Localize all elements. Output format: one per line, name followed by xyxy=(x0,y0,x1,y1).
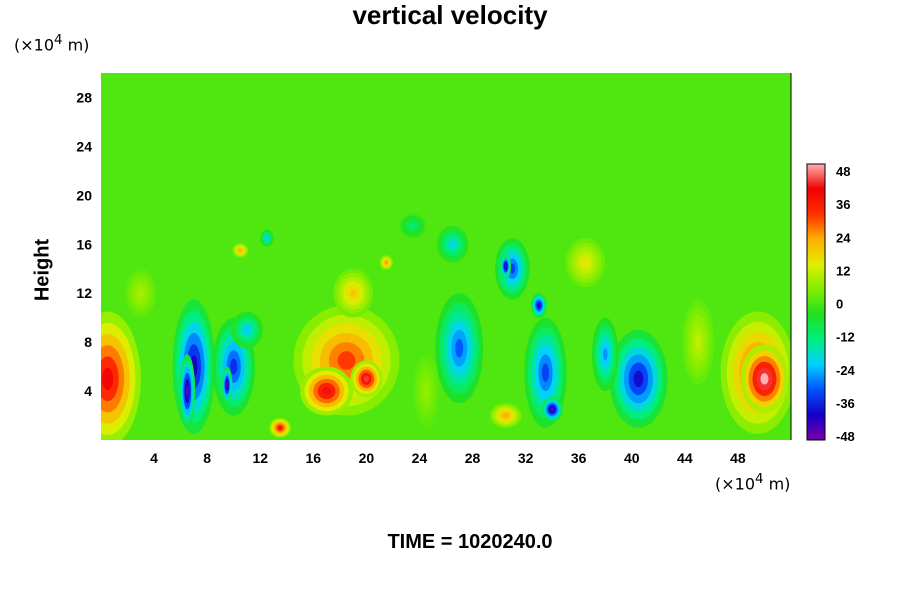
colorbar-tick-label: 48 xyxy=(836,164,850,179)
x-tick-label: 12 xyxy=(252,450,268,466)
x-tick-label: 20 xyxy=(359,450,375,466)
velocity-cell-21-level-5 xyxy=(582,258,589,267)
colorbar-tick-label: 24 xyxy=(836,230,851,245)
velocity-cell-27-level-5 xyxy=(239,249,242,252)
velocity-cell-6-level-5 xyxy=(337,351,356,370)
x-tick-label: 44 xyxy=(677,450,693,466)
velocity-cell-25-level-5 xyxy=(423,384,429,398)
velocity-cell-12-level-5 xyxy=(449,241,456,248)
colorbar-tick-label: 12 xyxy=(836,263,850,278)
x-axis-unit-exponent: 4 xyxy=(755,472,764,487)
velocity-cell-17-level-5 xyxy=(537,303,541,308)
colorbar-tick-label: -24 xyxy=(836,363,856,378)
x-tick-label: 24 xyxy=(412,450,428,466)
velocity-cell-29-level-5 xyxy=(265,236,268,240)
velocity-field xyxy=(101,73,791,440)
x-axis-unit: (×104 m) xyxy=(715,472,791,494)
y-tick-label: 12 xyxy=(76,285,92,301)
velocity-cell-23-level-5 xyxy=(760,373,769,385)
time-label: TIME = 1020240.0 xyxy=(387,531,553,553)
x-tick-labels: 4 8 12 16 20 24 28 32 36 40 44 48 xyxy=(150,450,746,466)
colorbar-tick-label: 36 xyxy=(836,197,850,212)
y-tick-label: 4 xyxy=(84,383,92,399)
velocity-cell-2-level-5 xyxy=(185,384,189,398)
velocity-cell-19-level-5 xyxy=(603,348,608,361)
velocity-cell-5-level-5 xyxy=(244,326,250,333)
velocity-cell-0-level-5 xyxy=(102,367,114,391)
x-tick-label: 32 xyxy=(518,450,534,466)
x-tick-label: 4 xyxy=(150,450,158,466)
colorbar-tick-labels: 48 36 24 12 0 -12 -24 -36 -48 xyxy=(836,164,856,444)
velocity-cell-9-level-5 xyxy=(363,375,370,382)
y-axis-unit: (×104 m) xyxy=(14,33,90,55)
x-tick-label: 28 xyxy=(465,450,481,466)
colorbar-tick-label: -12 xyxy=(836,330,855,345)
velocity-cell-14-level-5 xyxy=(504,264,507,269)
x-tick-label: 16 xyxy=(306,450,322,466)
x-tick-label: 8 xyxy=(203,450,211,466)
colorbar-tick-label: 0 xyxy=(836,297,843,312)
velocity-cell-16-level-5 xyxy=(550,407,554,412)
x-tick-label: 40 xyxy=(624,450,640,466)
y-tick-labels: 4 8 12 16 20 24 28 xyxy=(76,89,92,399)
velocity-cell-18-level-5 xyxy=(633,370,644,387)
colorbar xyxy=(806,163,826,441)
y-tick-label: 8 xyxy=(84,334,92,350)
velocity-cell-11-level-5 xyxy=(455,339,464,358)
velocity-cell-24-level-5 xyxy=(695,334,701,350)
velocity-cell-3-level-5 xyxy=(230,358,238,375)
x-tick-label: 48 xyxy=(730,450,746,466)
y-tick-label: 20 xyxy=(76,187,92,203)
velocity-cell-7-level-5 xyxy=(349,289,357,298)
velocity-cell-28-level-5 xyxy=(385,261,388,264)
velocity-cell-26-level-5 xyxy=(138,289,144,298)
velocity-cell-30-level-5 xyxy=(410,223,416,228)
velocity-cell-15-level-5 xyxy=(541,363,550,382)
x-tick-label: 36 xyxy=(571,450,587,466)
y-tick-label: 16 xyxy=(76,236,92,252)
colorbar-tick-label: -36 xyxy=(836,396,855,411)
velocity-cell-8-level-5 xyxy=(322,386,332,396)
y-tick-label: 24 xyxy=(76,138,92,154)
velocity-cell-10-level-5 xyxy=(278,426,282,430)
velocity-cell-20-level-5 xyxy=(503,413,509,418)
y-tick-label: 28 xyxy=(76,89,92,105)
velocity-cell-4-level-5 xyxy=(226,381,228,389)
chart-title: vertical velocity xyxy=(352,0,548,30)
colorbar-tick-label: -48 xyxy=(836,429,855,444)
y-axis-unit-exponent: 4 xyxy=(54,33,63,48)
